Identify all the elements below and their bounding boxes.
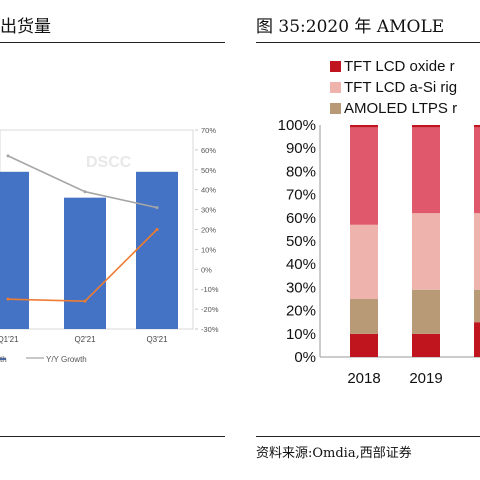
left-x-tick-label: Q2'21 — [74, 335, 96, 344]
left-series-orange-point — [83, 299, 87, 303]
right-bar-segment — [474, 289, 480, 323]
right-y-tick-label: 70% — [286, 187, 316, 204]
left-y2-tick-label: 60% — [201, 146, 216, 155]
left-bar — [0, 171, 29, 329]
right-bar-segment — [474, 127, 480, 214]
right-bar-segment — [474, 322, 480, 357]
right-legend-label: TFT LCD oxide r — [344, 58, 455, 75]
right-legend-swatch — [330, 61, 341, 72]
right-y-tick-label: 20% — [286, 303, 316, 320]
right-bar-segment — [412, 125, 440, 128]
left-y2-tick-label: -20% — [201, 305, 219, 314]
right-caption-rule — [256, 42, 480, 43]
right-x-tick-label: 2018 — [347, 370, 380, 387]
left-bar-line-chart: DSCC 70% 60% 50% 40% 30% 20% 10% 0% -10% -20% -30%… — [0, 126, 219, 364]
left-y2-tick-label: -10% — [201, 285, 219, 294]
right-bar-segment — [474, 213, 480, 290]
left-series-gray-point — [6, 154, 10, 158]
right-y-tick-label: 100% — [278, 117, 316, 134]
right-legend-label: AMOLED LTPS r — [344, 100, 457, 117]
left-x-tick-label: Q3'21 — [146, 335, 168, 344]
right-y-tick-label: 0% — [294, 349, 316, 366]
left-y2-tick-label: 40% — [201, 186, 216, 195]
right-stacked-chart: TFT LCD oxide r TFT LCD a-Si rig AMOLED LT… — [278, 58, 480, 387]
right-bar-segment — [350, 127, 378, 225]
right-bar-segment — [350, 125, 378, 128]
right-y-tick-label: 90% — [286, 140, 316, 157]
right-bar-segment — [474, 125, 480, 128]
left-series-orange-point — [155, 228, 159, 231]
left-y2-tick-label: 50% — [201, 166, 216, 175]
right-legend-swatch — [330, 103, 341, 114]
left-series-gray-point — [83, 190, 87, 194]
left-y2-tick-label: 30% — [201, 206, 216, 215]
left-bottom-rule — [0, 436, 225, 437]
left-caption: 出货量 — [0, 17, 51, 37]
left-y2-tick-label: 0% — [201, 265, 212, 274]
source-note: 资料来源:Omdia,西部证券 — [256, 446, 412, 461]
right-bar-segment — [412, 213, 440, 290]
right-y-tick-label: 30% — [286, 279, 316, 296]
left-y2-tick-label: -30% — [201, 325, 219, 334]
right-bar-segment — [350, 333, 378, 357]
left-bar — [136, 171, 178, 329]
right-caption: 图 35:2020 年 AMOLE — [256, 17, 445, 37]
left-series-gray-point — [155, 206, 159, 210]
right-y-tick-label: 80% — [286, 163, 316, 180]
right-y-tick-label: 50% — [286, 233, 316, 250]
right-bar-segment — [412, 289, 440, 334]
right-bar-segment — [350, 224, 378, 299]
right-bar-segment — [350, 299, 378, 334]
right-bar-segment — [412, 127, 440, 214]
left-caption-rule — [0, 42, 225, 43]
right-y-tick-label: 10% — [286, 326, 316, 343]
right-legend-label: TFT LCD a-Si rig — [344, 79, 457, 96]
left-y2-tick-label: 20% — [201, 226, 216, 235]
legend-bar-label: th — [0, 355, 7, 364]
right-bottom-rule — [256, 436, 480, 437]
left-x-tick-label: Q1'21 — [0, 335, 19, 344]
right-y-tick-label: 60% — [286, 210, 316, 227]
right-y-tick-label: 40% — [286, 256, 316, 273]
right-bar-segment — [412, 333, 440, 357]
right-x-tick-label: 2019 — [409, 370, 442, 387]
left-watermark: DSCC — [86, 154, 132, 171]
left-series-orange-point — [6, 297, 10, 301]
left-y2-tick-label: 70% — [201, 126, 216, 135]
left-bar — [64, 197, 106, 329]
legend-line-label: Y/Y Growth — [46, 355, 87, 364]
right-legend-swatch — [330, 82, 341, 93]
left-y2-tick-label: 10% — [201, 245, 216, 254]
